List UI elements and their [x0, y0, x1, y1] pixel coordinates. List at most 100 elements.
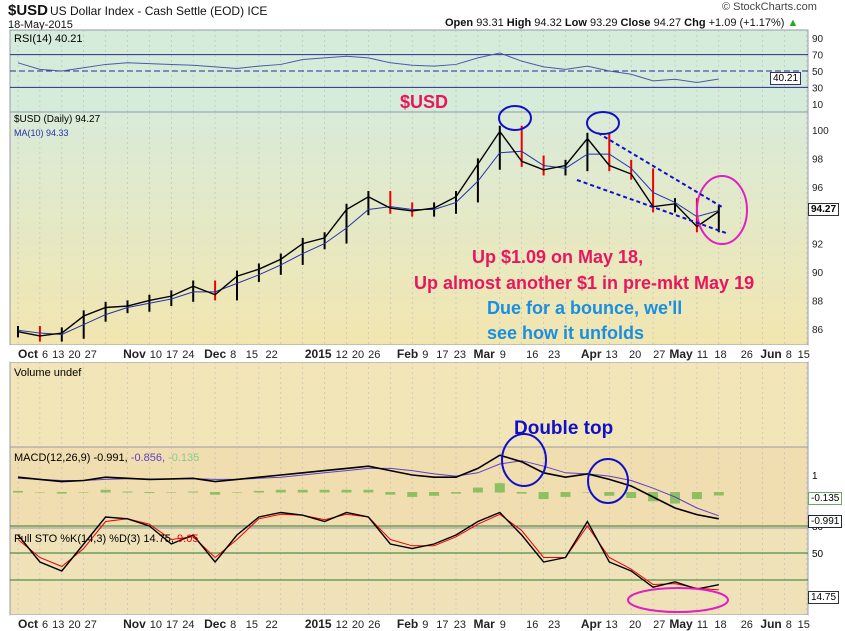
date-label: 12	[336, 349, 348, 361]
macd-histogram-bar	[670, 492, 680, 504]
date-label: 9	[500, 349, 506, 361]
date-label: Dec	[204, 617, 226, 631]
annotation-double-top: Double top	[514, 418, 614, 439]
top-circle-2	[586, 111, 620, 135]
date-label: Jun	[760, 617, 781, 631]
date-label: 23	[454, 349, 466, 361]
rsi-tick: 10	[812, 100, 824, 111]
date-label: 9	[500, 619, 506, 631]
sto-oversold-ellipse	[627, 587, 729, 613]
macd-histogram-bar	[253, 490, 264, 493]
macd-top-circle-2	[587, 458, 629, 504]
price-tick: 88	[812, 296, 824, 307]
date-label: 20	[352, 619, 364, 631]
macd-histogram-bar	[451, 492, 461, 494]
date-label: 10	[150, 619, 162, 631]
macd-histogram-bar	[56, 492, 67, 494]
date-label: 26	[741, 349, 753, 361]
sto-panel	[9, 527, 809, 616]
macd-histogram-bar	[144, 492, 155, 493]
date-label: Oct	[18, 617, 38, 631]
date-label: 13	[606, 619, 618, 631]
date-label: 6	[42, 349, 48, 361]
rsi-tick: 70	[812, 51, 824, 62]
date-label: 18	[714, 349, 726, 361]
macd-histogram-bar	[363, 489, 374, 493]
date-label: 27	[653, 619, 665, 631]
date-label: 22	[265, 349, 277, 361]
annotation-line2: Up almost another $1 in pre-mkt May 19	[414, 273, 755, 293]
lower-trendline	[576, 179, 727, 234]
date-label: May	[669, 617, 693, 631]
sto-k-line	[17, 511, 719, 590]
date-label: Feb	[397, 617, 418, 631]
date-label: Jun	[760, 347, 781, 361]
date-label: 2015	[305, 347, 332, 361]
date-label: 17	[436, 619, 448, 631]
date-label: 24	[182, 619, 194, 631]
macd-histogram-bar	[13, 490, 23, 493]
date-label: 12	[336, 619, 348, 631]
macd-histogram-bar	[713, 492, 724, 496]
macd-histogram-bar	[560, 492, 571, 497]
date-label: 15	[798, 619, 810, 631]
date-label: 20	[68, 349, 80, 361]
price-tick: 86	[812, 325, 824, 336]
date-label: 11	[697, 619, 708, 631]
annotation-line4: see how it unfolds	[487, 323, 645, 343]
macd-label: MACD(12,26,9) -0.991, -0.856, -0.135	[14, 452, 200, 464]
price-tick: 96	[812, 183, 824, 194]
macd-histogram-bar	[385, 492, 396, 495]
date-label: 26	[368, 619, 380, 631]
date-label: 22	[265, 619, 277, 631]
date-label: Mar	[474, 617, 496, 631]
date-label: 23	[548, 619, 560, 631]
date-label: 15	[246, 349, 258, 361]
rsi-line	[17, 52, 719, 83]
macd-histogram-bar	[319, 489, 330, 493]
ma-label: MA(10) 94.33	[14, 128, 69, 138]
date-label: 8	[230, 619, 236, 631]
date-label: 20	[629, 349, 641, 361]
security-name: US Dollar Index - Cash Settle (EOD) ICE	[50, 4, 268, 18]
rsi-value-tag: 40.21	[770, 72, 802, 85]
date-label: 16	[526, 349, 538, 361]
annotation-title: $USD	[400, 92, 449, 112]
date-label: 18	[714, 619, 726, 631]
annotation-line3: Due for a bounce, we'll	[487, 298, 683, 318]
date-label: Apr	[581, 617, 602, 631]
date-label: 11	[697, 349, 708, 361]
date-label: May	[669, 347, 693, 361]
date-label: 6	[42, 619, 48, 631]
macd-histogram-bar	[494, 483, 505, 493]
date-label: 17	[436, 349, 448, 361]
price-panel	[9, 111, 809, 346]
macd-top-circle-1	[501, 433, 547, 487]
bounce-ellipse	[696, 175, 748, 245]
price-tick: 92	[812, 240, 824, 251]
chart-date: 18-May-2015	[8, 19, 73, 31]
macd-histogram-bar	[341, 489, 352, 493]
macd-histogram-bar	[691, 492, 702, 500]
date-label: 27	[653, 349, 665, 361]
macd-tick: 1	[812, 471, 818, 482]
date-label: 17	[166, 619, 178, 631]
macd-histogram-bar	[626, 492, 637, 498]
macd-histogram-bar	[604, 492, 615, 496]
sto-value-tag: 14.75	[808, 591, 840, 604]
date-label: 20	[68, 619, 80, 631]
date-label: Feb	[397, 347, 418, 361]
macd-line	[17, 454, 719, 520]
date-label: Oct	[18, 347, 38, 361]
date-label: 27	[85, 349, 97, 361]
date-label: 17	[166, 349, 178, 361]
quote-bar: Open 93.31 High 94.32 Low 93.29 Close 94…	[445, 17, 799, 29]
price-tick: 98	[812, 154, 824, 165]
date-label: 23	[454, 619, 466, 631]
macd-histogram-bar	[429, 492, 440, 496]
upper-trendline	[597, 132, 723, 208]
macd-histogram-bar	[188, 491, 199, 493]
volume-label: Volume undef	[14, 367, 82, 379]
date-label: 16	[526, 619, 538, 631]
